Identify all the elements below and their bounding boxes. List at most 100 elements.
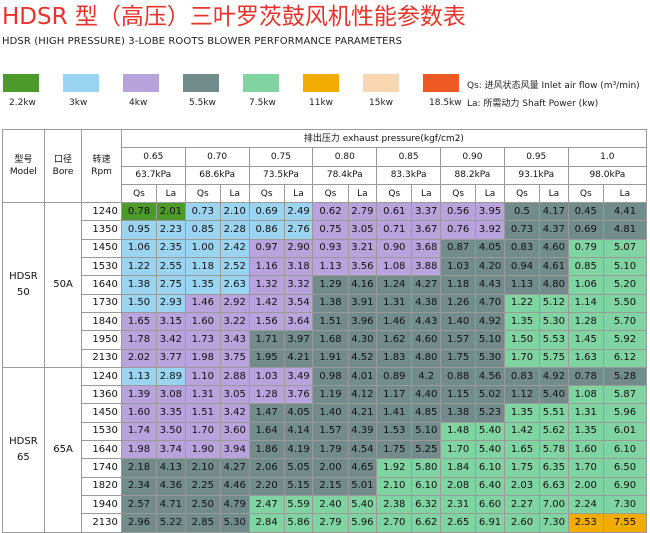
table-row: 1820 2.34 4.36 2.25 4.46 2.20 5.15 2.15 5.01 2.10…: [3, 476, 648, 496]
la-cell: 3.68: [411, 238, 442, 259]
qs-cell: 1.13: [312, 257, 349, 277]
qs-cell: 2.57: [120, 494, 158, 515]
qs-cell: 0.97: [248, 238, 285, 259]
qs-cell: 1.19: [312, 385, 349, 405]
rpm-cell: 1530: [81, 257, 122, 277]
la-cell: 2.92: [219, 293, 250, 313]
qs-col-header: Qs: [567, 183, 604, 204]
la-cell: 5.28: [602, 366, 648, 387]
qs-cell: 1.13: [120, 366, 158, 387]
la-cell: 3.60: [219, 421, 250, 442]
pressure-kgf: 1.0: [567, 147, 648, 167]
pressure-title: 排出压力 exhaust pressure(kgf/cm2): [120, 128, 648, 149]
la-cell: 6.60: [475, 494, 505, 515]
qs-cell: 1.70: [440, 440, 477, 460]
la-cell: 3.75: [219, 348, 250, 368]
rpm-cell: 1940: [81, 494, 122, 515]
la-cell: 5.96: [602, 403, 648, 423]
pressure-kpa: 98.0kPa: [567, 165, 648, 185]
la-cell: 2.79: [347, 202, 378, 222]
qs-cell: 1.38: [120, 275, 158, 295]
qs-cell: 1.28: [248, 385, 285, 405]
bore-zh: 口径: [54, 155, 73, 166]
la-cell: 5.50: [602, 293, 648, 313]
table-row: HDSR 65 65A 1240 1.13 2.89 1.10 2.88 1.03 3.49 0.9…: [2, 366, 648, 533]
la-cell: 2.89: [156, 366, 186, 387]
qs-cell: 1.35: [503, 311, 541, 332]
la-cell: 4.39: [347, 421, 378, 442]
qs-cell: 1.18: [440, 275, 477, 295]
la-cell: 3.97: [283, 330, 314, 350]
table-row: 1530 1.74 3.50 1.70 3.60 1.64 4.14 1.57 4.39 1.53…: [3, 421, 648, 442]
rpm-cell: 1350: [81, 220, 122, 240]
qs-cell: 1.47: [248, 403, 285, 423]
qs-cell: 1.65: [120, 311, 158, 332]
qs-cell: 0.73: [503, 220, 541, 240]
la-col-header: La: [219, 183, 250, 204]
bore-cell: 50A: [43, 202, 83, 368]
rpm-cell: 1450: [81, 403, 122, 423]
la-cell: 4.17: [539, 202, 569, 222]
la-cell: 3.64: [283, 311, 314, 332]
qs-cell: 1.40: [440, 311, 477, 332]
la-cell: 4.56: [475, 366, 505, 387]
qs-cell: 1.51: [312, 311, 349, 332]
qs-cell: 1.48: [440, 421, 477, 442]
la-cell: 4.70: [475, 293, 505, 313]
la-cell: 4.79: [219, 494, 250, 515]
la-cell: 5.40: [539, 385, 569, 405]
qs-cell: 1.64: [248, 421, 285, 442]
qs-cell: 1.60: [567, 440, 604, 460]
qs-cell: 1.57: [312, 421, 349, 442]
la-cell: 7.00: [539, 494, 569, 515]
la-cell: 3.15: [156, 311, 186, 332]
la-cell: 4.21: [347, 403, 378, 423]
qs-col-header: Qs: [503, 183, 541, 204]
bore-header: 口径 Bore: [43, 128, 83, 204]
qs-cell: 1.84: [440, 458, 477, 478]
la-cell: 4.92: [539, 366, 569, 387]
la-cell: 5.40: [475, 440, 505, 460]
la-cell: 5.10: [475, 330, 505, 350]
la-cell: 4.38: [411, 293, 442, 313]
qs-cell: 2.25: [184, 476, 221, 496]
la-cell: 4.36: [156, 476, 186, 496]
qs-cell: 1.46: [376, 311, 413, 332]
model-en: Model: [9, 167, 37, 178]
qs-cell: 1.60: [120, 403, 158, 423]
legend-label: 18.5kw: [429, 98, 462, 108]
pressure-kgf: 0.85: [376, 147, 442, 167]
la-cell: 3.94: [219, 440, 250, 460]
qs-cell: 1.62: [376, 330, 413, 350]
qs-cell: 1.41: [376, 403, 413, 423]
la-cell: 3.54: [283, 293, 314, 313]
la-cell: 3.88: [411, 257, 442, 277]
qs-cell: 1.15: [440, 385, 477, 405]
qs-cell: 1.71: [248, 330, 285, 350]
la-cell: 4.01: [347, 366, 378, 387]
table-row: 1640 1.38 2.75 1.35 2.63 1.32 3.32 1.29 4.16 1.24…: [3, 275, 648, 295]
pressure-kgf: 0.90: [440, 147, 505, 167]
la-cell: 5.80: [411, 458, 442, 478]
qs-cell: 2.38: [376, 494, 413, 515]
qs-cell: 1.90: [184, 440, 221, 460]
qs-cell: 1.40: [312, 403, 349, 423]
la-cell: 2.55: [156, 257, 186, 277]
table-row: 1950 1.78 3.42 1.73 3.43 1.71 3.97 1.68 4.30 1.62…: [3, 330, 648, 350]
la-cell: 3.43: [219, 330, 250, 350]
la-cell: 2.75: [156, 275, 186, 295]
la-cell: 3.22: [219, 311, 250, 332]
la-cell: 3.42: [219, 403, 250, 423]
la-cell: 5.86: [283, 513, 314, 533]
la-cell: 6.12: [602, 348, 648, 368]
qs-cell: 1.16: [248, 257, 285, 277]
qs-cell: 0.69: [567, 220, 604, 240]
qs-cell: 0.75: [312, 220, 349, 240]
rpm-cell: 1360: [81, 385, 122, 405]
la-cell: 3.37: [411, 202, 442, 222]
header-row: 0.65 0.70 0.75 0.80 0.85 0.90 0.95 1.0: [3, 147, 648, 167]
la-cell: 5.75: [539, 348, 569, 368]
qs-cell: 2.15: [312, 476, 349, 496]
qs-cell: 0.62: [312, 202, 349, 222]
legend-label: 2.2kw: [9, 98, 36, 108]
